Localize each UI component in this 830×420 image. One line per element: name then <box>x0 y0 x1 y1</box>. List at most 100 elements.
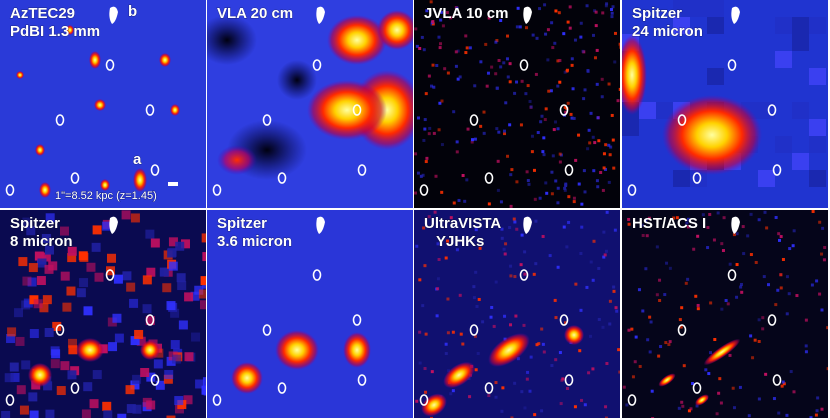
noise <box>508 80 512 84</box>
source-blob <box>662 95 762 175</box>
noise <box>720 307 724 311</box>
noise <box>724 299 728 303</box>
source-blob <box>658 373 676 387</box>
noise <box>587 128 591 132</box>
noise <box>202 252 206 262</box>
contour <box>677 114 687 126</box>
contour <box>212 394 222 406</box>
contour <box>564 374 574 386</box>
noise <box>479 60 483 64</box>
noise <box>722 216 726 220</box>
noise <box>570 63 574 67</box>
noise <box>680 306 684 310</box>
noise <box>490 65 494 69</box>
noise <box>557 11 561 15</box>
contour <box>5 184 15 196</box>
noise <box>549 89 553 93</box>
noise <box>424 390 428 394</box>
noise <box>638 364 642 368</box>
noise <box>608 322 612 326</box>
noise <box>619 45 620 49</box>
pixel <box>707 0 724 17</box>
noise <box>610 11 614 15</box>
contour <box>731 216 740 234</box>
noise <box>618 87 620 91</box>
noise <box>751 356 755 360</box>
noise <box>180 239 190 249</box>
noise <box>717 391 721 395</box>
contour <box>105 59 115 71</box>
noise <box>126 282 136 292</box>
contour <box>519 269 529 281</box>
image-panel: JVLA 10 cm <box>414 0 620 208</box>
noise <box>422 138 426 142</box>
noise <box>580 398 584 402</box>
noise <box>530 134 534 138</box>
noise <box>107 317 117 327</box>
noise <box>67 338 77 348</box>
noise <box>570 57 574 61</box>
noise <box>43 381 53 391</box>
noise <box>589 334 593 338</box>
panel-background <box>622 210 828 418</box>
noise <box>36 276 46 286</box>
noise <box>502 129 506 133</box>
noise <box>444 342 448 346</box>
noise <box>728 353 732 357</box>
noise <box>83 382 93 392</box>
noise <box>451 389 455 393</box>
noise <box>201 233 206 243</box>
source-blob <box>16 71 24 79</box>
noise <box>487 394 491 398</box>
noise <box>508 123 512 127</box>
noise <box>728 262 732 266</box>
noise <box>473 84 477 88</box>
noise <box>27 277 37 287</box>
noise <box>126 404 136 414</box>
noise <box>481 320 485 324</box>
noise <box>821 226 825 230</box>
noise <box>7 327 17 337</box>
noise <box>603 253 607 257</box>
noise <box>542 350 546 354</box>
noise <box>664 341 668 345</box>
noise <box>45 213 55 223</box>
contour <box>677 324 687 336</box>
noise <box>176 273 186 283</box>
noise <box>648 350 652 354</box>
noise <box>823 246 827 250</box>
pixel <box>792 102 809 119</box>
noise <box>150 238 160 248</box>
source-blob <box>39 182 51 198</box>
noise <box>463 199 467 203</box>
noise <box>776 288 780 292</box>
noise <box>94 272 104 282</box>
noise <box>611 138 615 142</box>
noise <box>612 289 616 293</box>
noise <box>476 351 480 355</box>
panel-label: Spitzer <box>217 215 267 232</box>
noise <box>424 332 428 336</box>
contour <box>145 104 155 116</box>
source-blob <box>140 340 160 360</box>
noise <box>613 31 617 35</box>
noise <box>706 246 710 250</box>
noise <box>563 70 567 74</box>
noise <box>506 154 510 158</box>
pixel <box>622 119 639 136</box>
noise <box>686 225 690 229</box>
noise <box>565 245 569 249</box>
noise <box>443 67 447 71</box>
noise <box>527 182 531 186</box>
noise <box>550 364 554 368</box>
contour <box>564 164 574 176</box>
noise <box>166 415 176 418</box>
noise <box>588 141 592 145</box>
noise <box>607 82 611 86</box>
noise <box>613 228 617 232</box>
noise <box>580 225 584 229</box>
noise <box>631 375 635 379</box>
noise <box>593 141 597 145</box>
noise <box>608 153 612 157</box>
noise <box>42 295 52 305</box>
